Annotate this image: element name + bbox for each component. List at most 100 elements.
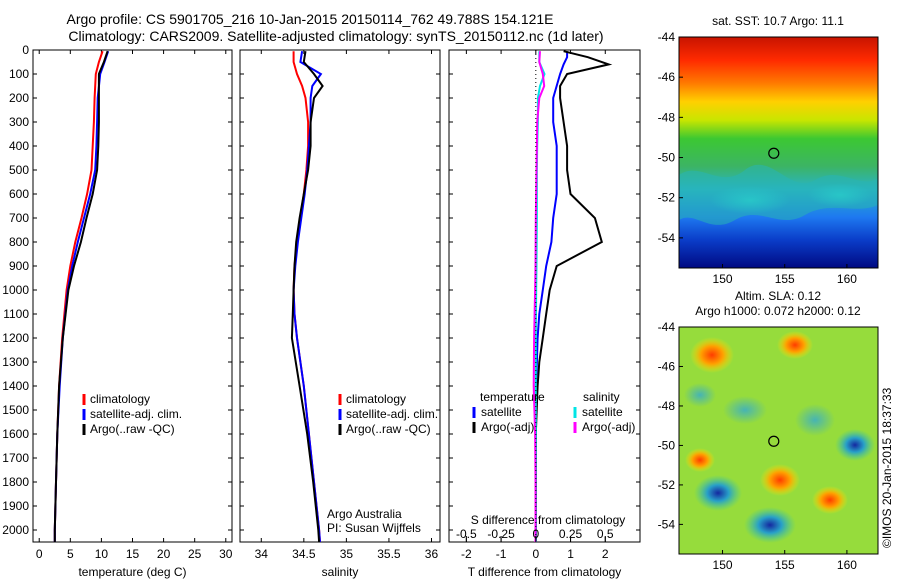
sla-map: Altim. SLA: 0.12 Argo h1000: 0.072 h2000… [658,289,879,572]
x-tick-label: 160 [837,558,857,572]
y-tick-label: 1700 [2,451,29,465]
y-tick-label: -46 [658,70,676,84]
y-tick-label: 1900 [2,499,29,513]
x-tick-label: 1 [567,547,574,561]
x-axis-label: temperature (deg C) [78,565,186,579]
sst-map-cold-patch [710,186,790,214]
salinity-panel: 34 34.5 35 35.5 36 salinity climatologysatelli… [239,49,441,579]
y-tick-label: 400 [9,139,29,153]
header-line-2: Climatology: CARS2009. Satellite-adjuste… [68,28,603,44]
sla-argo-marker [768,435,780,447]
legend-label: Argo(-adj) [582,420,635,434]
annotation: Argo Australia [327,507,402,521]
y-tick-label: -54 [658,517,676,531]
header-line-1: Argo profile: CS 5901705_216 10-Jan-2015… [66,11,553,27]
legend-label: satellite [481,405,522,419]
plot-frame [239,49,441,543]
sla-map-title: Altim. SLA: 0.12 [735,289,821,303]
y-tick-label: 500 [9,163,29,177]
x-tick-label: 150 [713,558,733,572]
y-tick-label: 900 [9,259,29,273]
s-tick-label: -0.5 [456,527,477,541]
y-tick-label: -50 [658,151,676,165]
x-tick-label: 35.5 [377,547,401,561]
y-tick-label: 1100 [3,307,29,321]
y-tick-label: 200 [9,91,29,105]
x-axis-label: salinity [322,565,359,579]
y-tick-label: 100 [9,67,29,81]
sst-map-frame [678,36,879,269]
x-tick-label: 10 [95,547,109,561]
x-tick-label: 150 [713,272,733,286]
y-tick-label: 300 [9,115,29,129]
x-tick-label: 155 [775,558,795,572]
x-tick-label: 155 [775,272,795,286]
x-tick-label: -1 [496,547,507,561]
sla-map-low [835,429,875,461]
y-tick-label: -50 [658,438,676,452]
legend-label: climatology [346,392,406,406]
difference-panel: -2 -1 0 1 2 T difference from climatology -0.5… [448,49,641,579]
legend-label: satellite [582,405,623,419]
x-axis-label-top: S difference from climatology [471,513,626,527]
s-tick-label: 0.25 [559,527,583,541]
sst-map: sat. SST: 10.7 Argo: 11.1 150 155 160 -44 -4… [658,14,879,286]
x-tick-label: -2 [461,547,472,561]
x-tick-label: 34 [255,547,269,561]
x-tick-label: 2 [602,547,609,561]
y-tick-label: 0 [22,43,29,57]
x-tick-label: 20 [157,547,171,561]
x-tick-label: 15 [126,547,140,561]
plot-frame [448,49,641,543]
y-tick-label: -52 [658,191,676,205]
sla-map-high [690,337,734,373]
annotation: PI: Susan Wijffels [327,521,421,535]
series-line-temperature-argo-adj- [534,50,613,542]
legend-label: climatology [90,392,150,406]
sla-map-subtitle: Argo h1000: 0.072 h2000: 0.12 [695,304,861,318]
y-tick-label: -52 [658,478,676,492]
y-tick-label: 1000 [2,283,29,297]
legend-label: satellite-adj. clim. [346,407,438,421]
temperature-panel: 0 5 10 15 20 25 300100200300400500600700800900… [2,43,232,579]
y-tick-label: 600 [9,187,29,201]
y-tick-label: -44 [658,30,676,44]
sla-map-low [723,396,767,424]
y-tick-label: 1300 [2,355,29,369]
x-tick-label: 36 [425,547,439,561]
series-group [290,51,324,542]
legend-header: salinity [583,390,620,404]
sla-map-high [685,448,715,472]
sla-map-low [744,507,796,543]
x-axis-label: T difference from climatology [468,565,622,579]
sla-map-low [684,383,716,407]
sla-map-frame [678,326,879,555]
sla-map-high [812,486,848,514]
y-tick-label: 1200 [2,331,29,345]
y-tick-label: 2000 [2,523,29,537]
series-line-argo-raw-qc- [290,51,324,542]
x-tick-label: 5 [67,547,74,561]
x-tick-label: 0 [36,547,43,561]
y-tick-label: 800 [9,235,29,249]
x-tick-label: 25 [188,547,202,561]
x-tick-label: 160 [837,272,857,286]
y-tick-label: -48 [658,110,676,124]
sla-map-high [777,331,813,359]
legend-label: satellite-adj. clim. [90,407,182,421]
y-tick-label: 1600 [2,427,29,441]
sst-argo-marker [768,147,780,159]
series-group [53,50,110,542]
sla-map-low [795,404,835,436]
s-tick-label: 0.5 [597,527,614,541]
series-line-satellite-adj-clim- [292,51,323,542]
x-tick-label: 30 [219,547,233,561]
s-tick-label: 0 [532,527,539,541]
sst-map-cold-patch [808,183,872,207]
sla-map-high [760,464,800,496]
legend-header: temperature [480,390,545,404]
plot-frame [32,49,233,543]
y-tick-label: -48 [658,399,676,413]
y-tick-label: 1500 [2,403,29,417]
